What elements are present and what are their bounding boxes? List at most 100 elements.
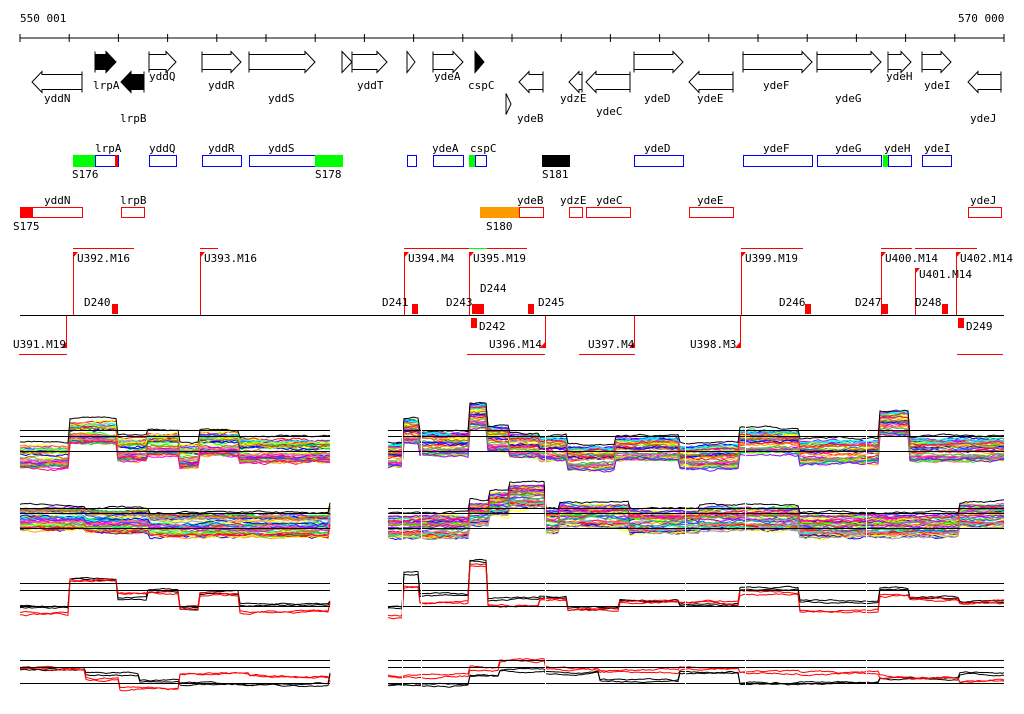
unnamed-gene-arrow[interactable] bbox=[341, 50, 353, 74]
reverse-feature-box[interactable] bbox=[586, 207, 631, 218]
upshift-flag-icon bbox=[629, 341, 635, 348]
gene-arrow[interactable] bbox=[568, 70, 583, 94]
gene-label[interactable]: ydeG bbox=[835, 92, 862, 105]
downshift-marker[interactable] bbox=[805, 304, 811, 314]
downshift-label: D246 bbox=[779, 296, 806, 309]
unnamed-gene-arrow[interactable] bbox=[406, 50, 416, 74]
expression-trace bbox=[387, 558, 1005, 609]
reverse-feature-box[interactable] bbox=[121, 207, 145, 218]
forward-feature-box[interactable] bbox=[202, 155, 242, 167]
gene-arrow[interactable] bbox=[585, 70, 631, 94]
gene-arrow[interactable] bbox=[94, 50, 117, 74]
gene-label[interactable]: lrpB bbox=[120, 112, 147, 125]
expression-panel-2 bbox=[19, 468, 1005, 548]
forward-feature-box[interactable] bbox=[817, 155, 882, 167]
gene-arrow[interactable] bbox=[201, 50, 242, 74]
gene-arrow[interactable] bbox=[688, 70, 734, 94]
forward-feature-box[interactable] bbox=[149, 155, 177, 167]
gene-arrow[interactable] bbox=[120, 70, 145, 94]
gene-arrow[interactable] bbox=[248, 50, 316, 74]
site-marker[interactable] bbox=[469, 155, 475, 167]
gene-label[interactable]: yddS bbox=[268, 92, 295, 105]
gene-arrow[interactable] bbox=[887, 50, 912, 74]
forward-feature-box[interactable] bbox=[743, 155, 813, 167]
expression-trace bbox=[19, 665, 331, 690]
forward-feature-label: ydeG bbox=[835, 142, 862, 155]
unnamed-gene-arrow[interactable] bbox=[505, 93, 512, 115]
gene-label[interactable]: yddQ bbox=[149, 70, 176, 83]
forward-feature-label: yddS bbox=[268, 142, 295, 155]
reverse-feature-label: ydzE bbox=[560, 194, 587, 207]
expression-trace bbox=[19, 668, 331, 688]
downshift-marker[interactable] bbox=[528, 304, 534, 314]
reverse-feature-box[interactable] bbox=[689, 207, 734, 218]
downshift-marker[interactable] bbox=[942, 304, 948, 314]
gene-label[interactable]: ydeB bbox=[517, 112, 544, 125]
downshift-marker[interactable] bbox=[882, 304, 888, 314]
expression-trace bbox=[387, 493, 1005, 530]
gene-arrow[interactable] bbox=[742, 50, 813, 74]
site-marker[interactable] bbox=[315, 155, 343, 167]
gene-label[interactable]: ydzE bbox=[560, 92, 587, 105]
site-marker[interactable] bbox=[20, 207, 33, 218]
gene-label[interactable]: ydeI bbox=[924, 79, 951, 92]
gene-arrow[interactable] bbox=[967, 70, 1002, 94]
reverse-feature-box[interactable] bbox=[519, 207, 544, 218]
panel-gap bbox=[421, 390, 422, 470]
forward-feature-box[interactable] bbox=[888, 155, 912, 167]
upshift-label: U401.M14 bbox=[919, 268, 972, 281]
gene-label[interactable]: ydeA bbox=[434, 70, 461, 83]
gene-label[interactable]: ydeH bbox=[886, 70, 913, 83]
site-marker[interactable] bbox=[480, 207, 519, 218]
expression-trace bbox=[19, 440, 331, 472]
site-marker[interactable] bbox=[115, 155, 118, 167]
gene-label[interactable]: yddN bbox=[44, 92, 71, 105]
forward-feature-box[interactable] bbox=[634, 155, 684, 167]
gene-arrow[interactable] bbox=[518, 70, 544, 94]
gene-label[interactable]: ydeE bbox=[697, 92, 724, 105]
expression-panel-1 bbox=[19, 390, 1005, 473]
gene-label[interactable]: ydeD bbox=[644, 92, 671, 105]
upshift-label: U393.M16 bbox=[204, 252, 257, 265]
downshift-marker[interactable] bbox=[958, 318, 964, 328]
expression-trace bbox=[387, 560, 1005, 612]
gene-label[interactable]: ydeF bbox=[763, 79, 790, 92]
gene-arrow[interactable] bbox=[633, 50, 684, 74]
forward-feature-label: ydeF bbox=[763, 142, 790, 155]
forward-feature-box[interactable] bbox=[475, 155, 487, 167]
gene-arrow[interactable] bbox=[816, 50, 882, 74]
downshift-marker[interactable] bbox=[412, 304, 418, 314]
forward-feature-box[interactable] bbox=[95, 155, 119, 167]
forward-feature-box[interactable] bbox=[249, 155, 316, 167]
gene-label[interactable]: cspC bbox=[468, 79, 495, 92]
forward-feature-box[interactable] bbox=[407, 155, 417, 167]
forward-feature-box[interactable] bbox=[922, 155, 952, 167]
reverse-feature-box[interactable] bbox=[569, 207, 583, 218]
downshift-marker[interactable] bbox=[478, 304, 484, 314]
gene-arrow[interactable] bbox=[31, 70, 83, 94]
gene-label[interactable]: ydeJ bbox=[970, 112, 997, 125]
forward-feature-box[interactable] bbox=[433, 155, 464, 167]
site-marker[interactable] bbox=[883, 155, 888, 167]
gene-label[interactable]: yddT bbox=[357, 79, 384, 92]
gene-label[interactable]: ydeC bbox=[596, 105, 623, 118]
expression-trace bbox=[19, 579, 331, 617]
gene-arrow[interactable] bbox=[474, 50, 485, 74]
gene-label[interactable]: lrpA bbox=[93, 79, 120, 92]
site-marker[interactable] bbox=[73, 155, 95, 167]
downshift-label: D249 bbox=[966, 320, 993, 333]
gene-arrow[interactable] bbox=[351, 50, 388, 74]
expression-trace bbox=[387, 493, 1005, 527]
downshift-marker[interactable] bbox=[472, 304, 478, 314]
site-marker[interactable] bbox=[542, 155, 570, 167]
expression-trace bbox=[19, 577, 331, 611]
downshift-marker[interactable] bbox=[471, 318, 477, 328]
downshift-marker[interactable] bbox=[112, 304, 118, 314]
gene-arrow[interactable] bbox=[921, 50, 952, 74]
gene-label[interactable]: yddR bbox=[208, 79, 235, 92]
gene-arrow[interactable] bbox=[148, 50, 177, 74]
reverse-feature-box[interactable] bbox=[968, 207, 1002, 218]
upshift-flag-icon bbox=[735, 341, 741, 348]
gene-arrow[interactable] bbox=[432, 50, 464, 74]
